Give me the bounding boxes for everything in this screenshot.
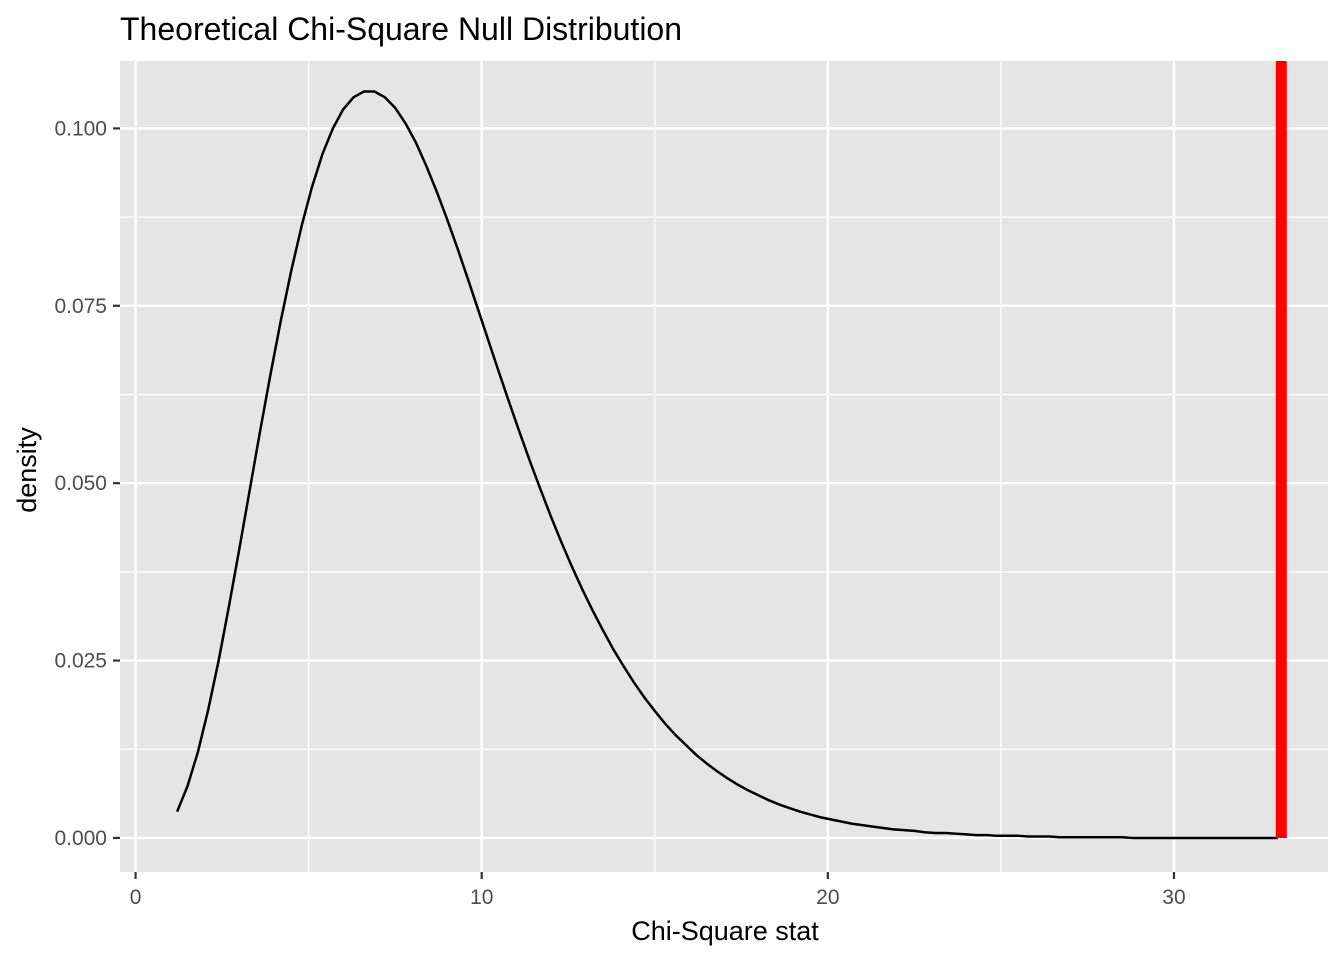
y-axis: 0.000 0.025 0.050 0.075 0.100 — [54, 117, 120, 850]
y-tick-label: 0.025 — [54, 650, 107, 673]
y-tick-label: 0.075 — [54, 295, 107, 318]
plot-panel — [120, 61, 1328, 872]
y-tick-label: 0.100 — [54, 117, 107, 140]
x-tick-label: 10 — [470, 886, 493, 909]
major-gridlines — [120, 61, 1328, 872]
x-tick-label: 0 — [130, 886, 142, 909]
x-tick-label: 20 — [816, 886, 839, 909]
x-axis: 0 10 20 30 — [130, 872, 1186, 909]
y-axis-title: density — [12, 427, 42, 513]
y-tick-label: 0.000 — [54, 827, 107, 850]
density-curve — [175, 90, 1278, 840]
x-axis-title: Chi-Square stat — [631, 916, 819, 946]
chart-title: Theoretical Chi-Square Null Distribution — [120, 11, 682, 47]
y-tick-label: 0.050 — [54, 472, 107, 495]
x-tick-label: 30 — [1162, 886, 1185, 909]
